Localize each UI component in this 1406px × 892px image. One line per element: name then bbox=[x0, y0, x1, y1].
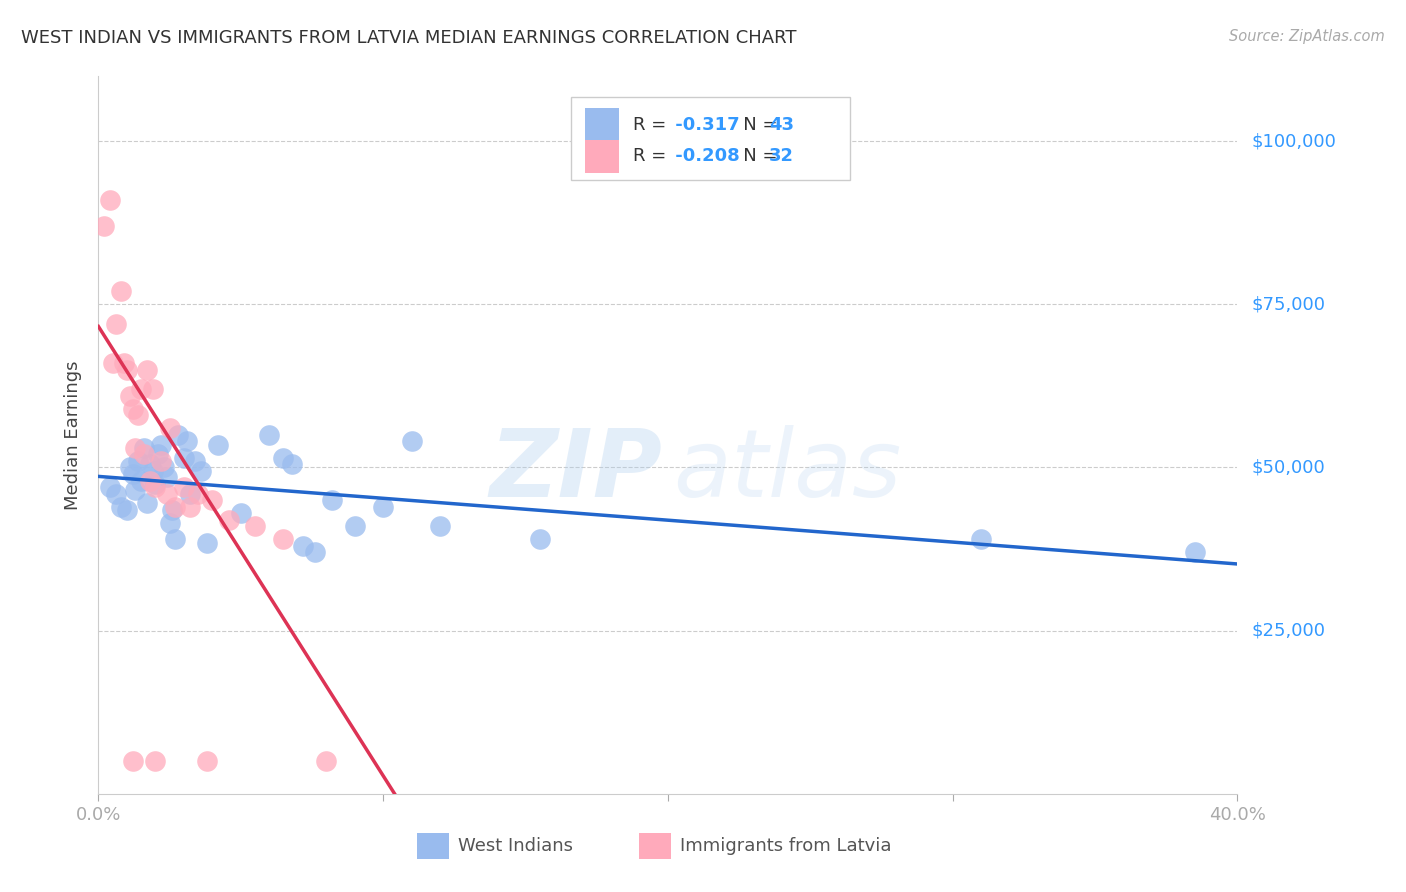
Point bbox=[401, 434, 423, 449]
Point bbox=[127, 409, 149, 423]
Point bbox=[129, 382, 152, 396]
Text: $50,000: $50,000 bbox=[1251, 458, 1324, 476]
Point bbox=[115, 503, 138, 517]
Point bbox=[141, 382, 163, 396]
Point bbox=[121, 467, 143, 481]
Text: -0.317: -0.317 bbox=[669, 116, 740, 134]
Point bbox=[165, 533, 187, 547]
Point bbox=[145, 754, 167, 768]
Point bbox=[124, 483, 146, 498]
Point bbox=[110, 500, 132, 514]
Point bbox=[93, 219, 115, 233]
Point bbox=[104, 317, 127, 331]
Text: R =: R = bbox=[633, 147, 672, 165]
Point bbox=[159, 516, 181, 530]
Point bbox=[195, 754, 218, 768]
Point bbox=[135, 496, 157, 510]
Point bbox=[1184, 545, 1206, 559]
Point bbox=[218, 513, 240, 527]
FancyBboxPatch shape bbox=[640, 832, 671, 858]
Point bbox=[243, 519, 266, 533]
Text: atlas: atlas bbox=[673, 425, 901, 516]
Point bbox=[273, 533, 295, 547]
Point bbox=[165, 500, 187, 514]
Point bbox=[153, 460, 176, 475]
Point bbox=[110, 284, 132, 298]
Point bbox=[127, 454, 149, 468]
Point bbox=[173, 450, 195, 465]
Point bbox=[135, 362, 157, 376]
Point bbox=[429, 519, 451, 533]
Point bbox=[156, 470, 179, 484]
Point bbox=[121, 401, 143, 416]
Text: N =: N = bbox=[725, 116, 783, 134]
Point bbox=[150, 437, 173, 451]
Text: 32: 32 bbox=[769, 147, 794, 165]
FancyBboxPatch shape bbox=[418, 832, 449, 858]
Text: 43: 43 bbox=[769, 116, 794, 134]
Point bbox=[176, 434, 198, 449]
Text: ZIP: ZIP bbox=[489, 425, 662, 516]
Point bbox=[184, 454, 207, 468]
Point bbox=[187, 486, 209, 500]
Point bbox=[970, 533, 993, 547]
Point bbox=[156, 486, 179, 500]
Text: WEST INDIAN VS IMMIGRANTS FROM LATVIA MEDIAN EARNINGS CORRELATION CHART: WEST INDIAN VS IMMIGRANTS FROM LATVIA ME… bbox=[21, 29, 797, 46]
Point bbox=[179, 486, 201, 500]
Text: Immigrants from Latvia: Immigrants from Latvia bbox=[681, 837, 891, 855]
Point bbox=[179, 500, 201, 514]
Point bbox=[112, 356, 135, 370]
Point bbox=[173, 480, 195, 494]
Point bbox=[167, 427, 190, 442]
Text: West Indians: West Indians bbox=[458, 837, 574, 855]
Point bbox=[138, 474, 160, 488]
Point bbox=[138, 457, 160, 471]
Text: $75,000: $75,000 bbox=[1251, 295, 1326, 313]
Text: N =: N = bbox=[725, 147, 783, 165]
FancyBboxPatch shape bbox=[585, 140, 619, 173]
Point bbox=[104, 486, 127, 500]
Point bbox=[129, 474, 152, 488]
Point bbox=[150, 454, 173, 468]
Point bbox=[195, 535, 218, 549]
Point bbox=[101, 356, 124, 370]
Text: $25,000: $25,000 bbox=[1251, 622, 1326, 640]
Point bbox=[321, 493, 343, 508]
Point bbox=[201, 493, 224, 508]
Point bbox=[132, 441, 155, 455]
FancyBboxPatch shape bbox=[585, 108, 619, 141]
Point bbox=[281, 457, 304, 471]
Point bbox=[373, 500, 395, 514]
Point bbox=[315, 754, 337, 768]
Point bbox=[132, 447, 155, 461]
Point bbox=[124, 441, 146, 455]
Text: Source: ZipAtlas.com: Source: ZipAtlas.com bbox=[1229, 29, 1385, 44]
Point bbox=[115, 362, 138, 376]
Point bbox=[273, 450, 295, 465]
Point bbox=[118, 389, 141, 403]
Point bbox=[98, 480, 121, 494]
Point bbox=[148, 447, 170, 461]
Point bbox=[98, 193, 121, 207]
Point bbox=[292, 539, 315, 553]
Point bbox=[141, 464, 163, 478]
Text: -0.208: -0.208 bbox=[669, 147, 740, 165]
Point bbox=[145, 476, 167, 491]
Y-axis label: Median Earnings: Median Earnings bbox=[65, 360, 83, 509]
Point bbox=[304, 545, 326, 559]
FancyBboxPatch shape bbox=[571, 97, 851, 180]
Point bbox=[343, 519, 366, 533]
Point bbox=[207, 437, 229, 451]
Point bbox=[229, 506, 252, 520]
Text: R =: R = bbox=[633, 116, 672, 134]
Point bbox=[162, 503, 184, 517]
Point bbox=[529, 533, 551, 547]
Point bbox=[159, 421, 181, 435]
Point bbox=[259, 427, 281, 442]
Point bbox=[145, 480, 167, 494]
Point bbox=[121, 754, 143, 768]
Point bbox=[190, 464, 212, 478]
Point bbox=[118, 460, 141, 475]
Text: $100,000: $100,000 bbox=[1251, 132, 1336, 150]
